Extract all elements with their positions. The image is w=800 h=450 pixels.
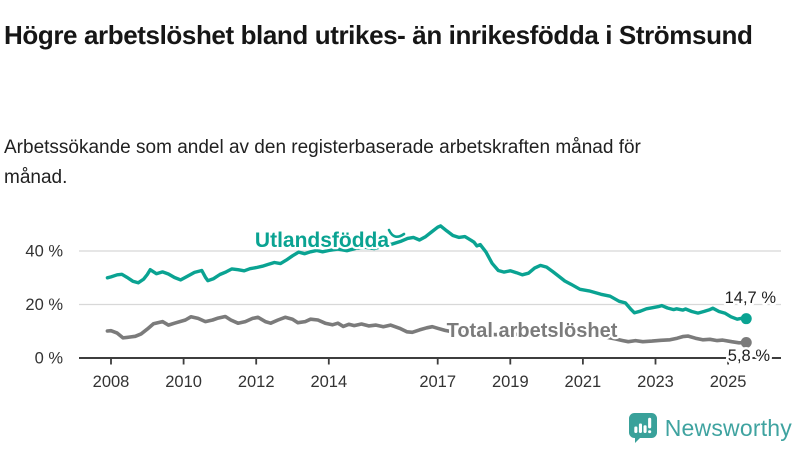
x-tick-label: 2025 (710, 373, 747, 391)
x-tick-label: 2012 (238, 373, 275, 391)
x-tick-label: 2017 (419, 373, 456, 391)
label-connector-swash (387, 228, 406, 239)
series-label-utlandsfodda: Utlandsfödda (255, 229, 389, 252)
x-tick-label: 2014 (310, 373, 347, 391)
series-end-dot-utlandsfodda (740, 313, 752, 325)
series-end-dot-total (740, 336, 752, 348)
page-title: Högre arbetslöshet bland utrikes- än inr… (4, 20, 753, 51)
end-value-label-total: 5,8 % (728, 347, 771, 365)
series-line-total (105, 314, 749, 345)
chart-subtitle: Arbetssökande som andel av den registerb… (4, 137, 641, 189)
newsworthy-wordmark: Newsworthy (664, 414, 792, 441)
x-tick-label: 2010 (165, 373, 202, 391)
x-tick-label: 2023 (637, 373, 674, 391)
y-tick-label: 40 % (25, 243, 63, 261)
newsworthy-bubble-chart-icon (628, 413, 657, 443)
newsworthy-logo[interactable]: Newsworthy (628, 411, 792, 445)
series-line-utlandsfodda (105, 224, 748, 321)
x-tick-label: 2021 (565, 373, 602, 391)
y-tick-label: 20 % (25, 296, 63, 314)
unemployment-line-chart: 2008 2010 2012 2014 2017 2019 2021 2023 2025 0 % 2… (25, 224, 781, 391)
series-label-total: Total arbetslöshet (447, 320, 618, 342)
x-tick-label: 2019 (492, 373, 529, 391)
y-tick-label: 0 % (35, 350, 64, 368)
end-value-label-utlandsfodda: 14,7 % (725, 289, 777, 307)
x-tick-label: 2008 (93, 373, 130, 391)
